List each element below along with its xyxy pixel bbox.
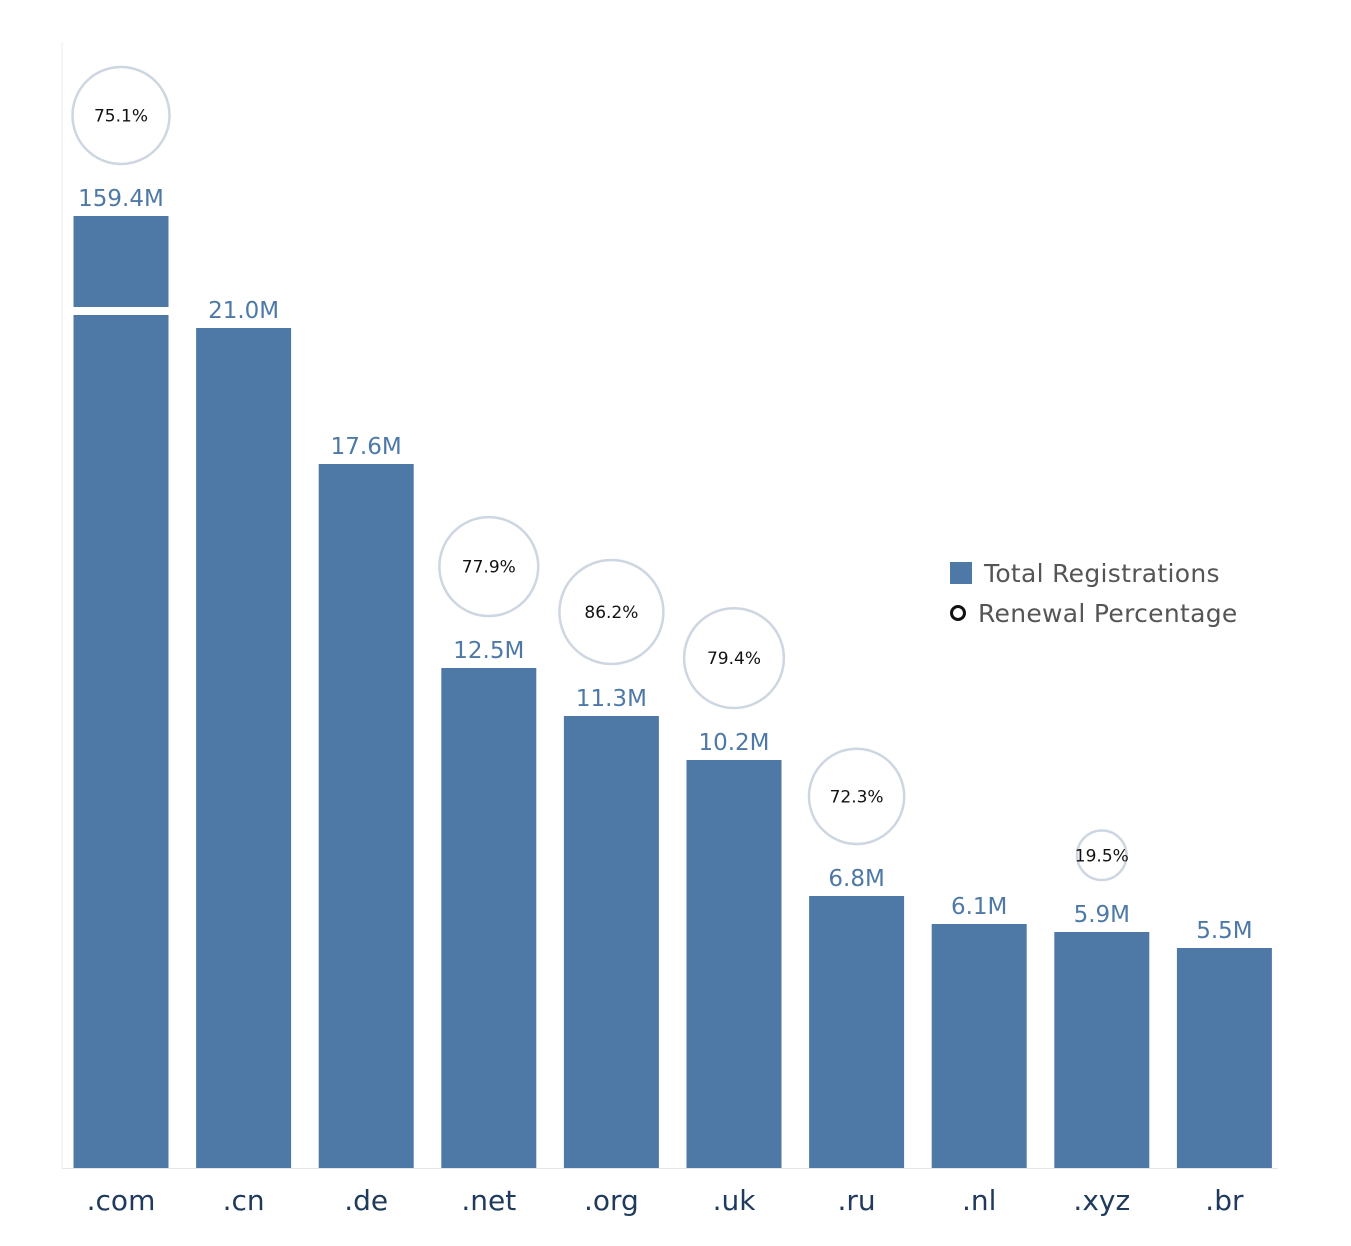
bar-xyz: [1054, 932, 1150, 1168]
bar-br: [1176, 948, 1272, 1168]
renewal-value-label: 75.1%: [94, 106, 148, 126]
bar-value-label: 11.3M: [576, 686, 647, 712]
bar-value-label: 10.2M: [698, 730, 769, 756]
renewal-value-label: 77.9%: [462, 558, 516, 578]
renewal-circle: [558, 558, 665, 666]
renewal-value-label: 79.4%: [707, 649, 761, 669]
bar-value-label: 21.0M: [208, 298, 279, 324]
renewal-circle: [1075, 829, 1128, 882]
bar-uk: [686, 760, 782, 1168]
bar-value-label: 5.9M: [1074, 902, 1130, 928]
bar-org: [563, 716, 659, 1168]
bar-cn: [196, 328, 292, 1168]
bar-ru: [809, 896, 905, 1168]
renewal-circle: [438, 515, 540, 618]
x-tick-label: .xyz: [1073, 1184, 1130, 1217]
bar-value-label: 12.5M: [453, 638, 524, 664]
x-tick-label: .com: [87, 1184, 156, 1217]
legend: Total Registrations Renewal Percentage: [950, 553, 1238, 633]
renewal-circle: [682, 606, 786, 710]
bar-value-label: 17.6M: [331, 434, 402, 460]
renewal-value-label: 86.2%: [584, 603, 638, 623]
bar-value-label: 6.8M: [828, 866, 884, 892]
renewal-value-label: 19.5%: [1075, 846, 1129, 866]
legend-item-renewal-percentage: Renewal Percentage: [950, 593, 1238, 633]
x-tick-label: .nl: [962, 1184, 996, 1217]
renewal-circle: [71, 65, 171, 166]
bar-com-upper: [73, 216, 169, 307]
bar-value-label: 6.1M: [951, 894, 1007, 920]
legend-label: Total Registrations: [984, 558, 1220, 588]
x-tick-label: .ru: [838, 1184, 876, 1217]
x-tick-label: .net: [461, 1184, 516, 1217]
renewal-circle: [807, 747, 906, 846]
bar-net: [441, 668, 537, 1168]
legend-label: Renewal Percentage: [978, 598, 1238, 628]
bar-value-label: 5.5M: [1196, 918, 1252, 944]
legend-item-total-registrations: Total Registrations: [950, 553, 1238, 593]
x-tick-label: .cn: [223, 1184, 265, 1217]
legend-circle-icon: [950, 605, 966, 621]
legend-swatch-square: [950, 562, 972, 584]
bar-value-label: 159.4M: [78, 186, 164, 212]
bar-com-lower: [73, 315, 169, 1168]
x-tick-label: .uk: [713, 1184, 757, 1217]
renewal-value-label: 72.3%: [830, 787, 884, 807]
bar-de: [318, 464, 414, 1168]
x-tick-label: .br: [1205, 1184, 1244, 1217]
bar-nl: [931, 924, 1027, 1168]
x-tick-label: .de: [344, 1184, 388, 1217]
x-tick-label: .org: [584, 1184, 639, 1217]
